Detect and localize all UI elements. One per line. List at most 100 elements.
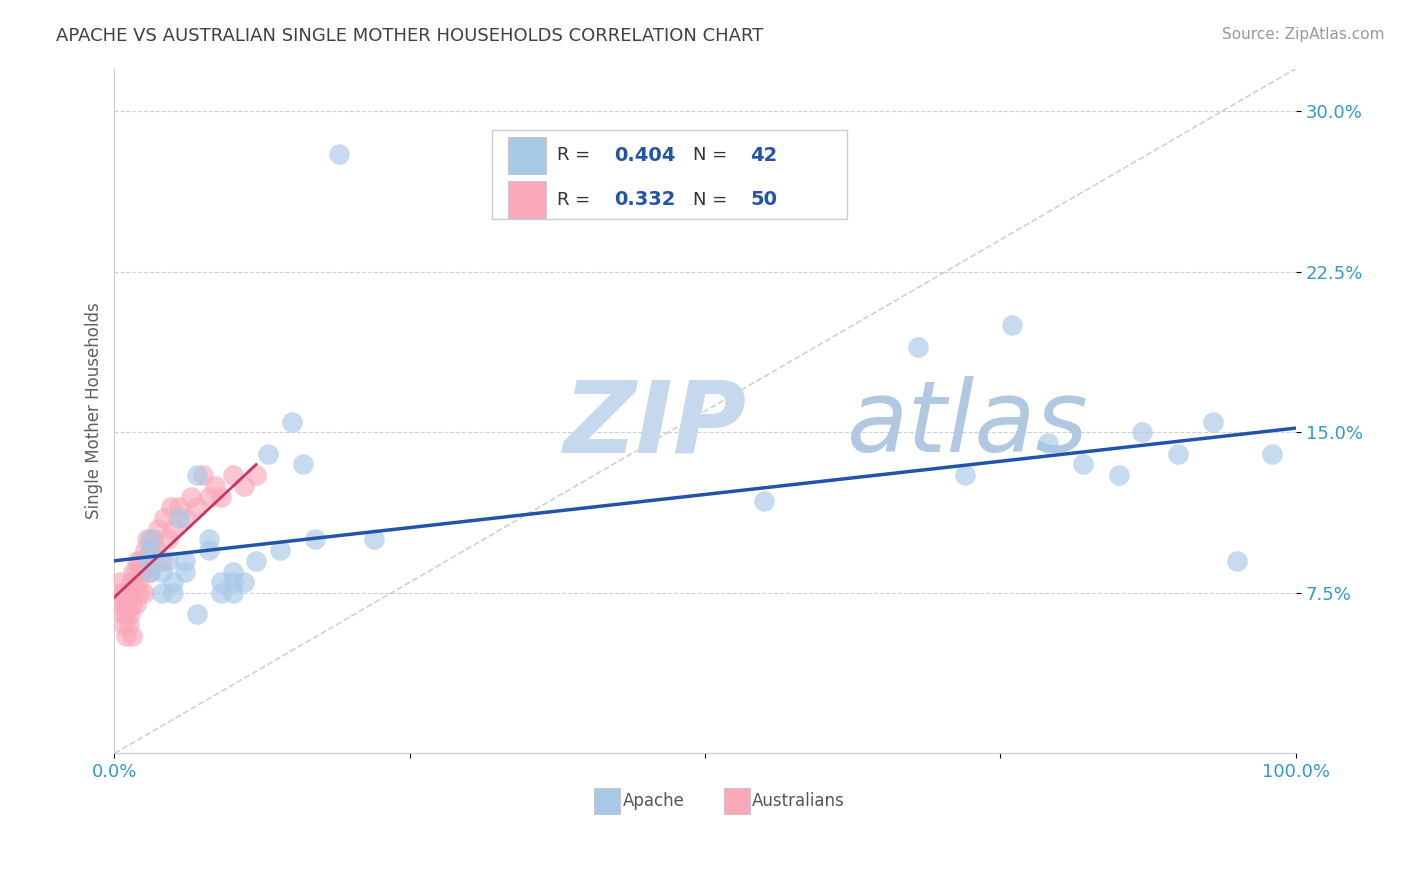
Point — [198, 543, 221, 558]
Text: R =: R = — [557, 146, 596, 164]
Point — [112, 618, 135, 632]
Point — [110, 575, 132, 590]
Point — [120, 575, 142, 590]
Point — [122, 586, 145, 600]
Point — [132, 586, 155, 600]
Point — [1167, 447, 1189, 461]
Point — [257, 447, 280, 461]
Text: 50: 50 — [749, 190, 778, 209]
Point — [221, 586, 243, 600]
Point — [1108, 468, 1130, 483]
Text: 42: 42 — [749, 145, 778, 165]
Point — [139, 554, 162, 568]
Point — [180, 490, 202, 504]
Point — [118, 586, 141, 600]
FancyBboxPatch shape — [508, 181, 546, 219]
Point — [162, 575, 184, 590]
Point — [124, 575, 146, 590]
Point — [174, 554, 197, 568]
Point — [121, 629, 143, 643]
Text: ZIP: ZIP — [564, 376, 747, 473]
Point — [174, 511, 197, 525]
Point — [111, 607, 134, 622]
Point — [186, 468, 208, 483]
Point — [139, 543, 162, 558]
Point — [125, 554, 148, 568]
Point — [139, 543, 162, 558]
FancyBboxPatch shape — [492, 130, 846, 219]
Point — [209, 586, 232, 600]
Point — [117, 618, 139, 632]
Point — [122, 565, 145, 579]
Text: Source: ZipAtlas.com: Source: ZipAtlas.com — [1222, 27, 1385, 42]
Point — [117, 597, 139, 611]
Point — [114, 586, 136, 600]
Point — [145, 543, 167, 558]
Point — [191, 468, 214, 483]
Text: atlas: atlas — [846, 376, 1088, 473]
Point — [115, 629, 138, 643]
Point — [292, 458, 315, 472]
Point — [186, 607, 208, 622]
Y-axis label: Single Mother Households: Single Mother Households — [86, 302, 103, 519]
FancyBboxPatch shape — [508, 136, 546, 174]
Text: Apache: Apache — [623, 792, 685, 810]
Point — [111, 597, 134, 611]
Point — [114, 597, 136, 611]
Point — [118, 607, 141, 622]
Point — [128, 586, 150, 600]
Text: 0.404: 0.404 — [614, 145, 675, 165]
Point — [221, 575, 243, 590]
Point — [198, 490, 221, 504]
Point — [134, 543, 156, 558]
Text: N =: N = — [693, 146, 734, 164]
Point — [142, 533, 165, 547]
Point — [233, 479, 256, 493]
Text: R =: R = — [557, 191, 596, 209]
Point — [139, 565, 162, 579]
Point — [156, 533, 179, 547]
Text: N =: N = — [693, 191, 734, 209]
Point — [110, 586, 132, 600]
Point — [221, 565, 243, 579]
Point — [129, 554, 152, 568]
Point — [304, 533, 326, 547]
Text: Australians: Australians — [752, 792, 845, 810]
Point — [160, 500, 183, 515]
Point — [198, 533, 221, 547]
Point — [150, 586, 173, 600]
Point — [1261, 447, 1284, 461]
Point — [162, 522, 184, 536]
Point — [186, 500, 208, 515]
Point — [1226, 554, 1249, 568]
Point — [269, 543, 291, 558]
Point — [754, 494, 776, 508]
Point — [1036, 436, 1059, 450]
Point — [233, 575, 256, 590]
Point — [174, 565, 197, 579]
Point — [953, 468, 976, 483]
Point — [280, 415, 302, 429]
Point — [245, 468, 267, 483]
Point — [150, 565, 173, 579]
Point — [221, 468, 243, 483]
Point — [204, 479, 226, 493]
Point — [139, 565, 162, 579]
Point — [162, 586, 184, 600]
Point — [245, 554, 267, 568]
Point — [1001, 318, 1024, 333]
Text: 0.332: 0.332 — [614, 190, 675, 209]
Point — [328, 147, 350, 161]
Point — [363, 533, 385, 547]
Point — [136, 533, 159, 547]
Point — [127, 575, 149, 590]
Point — [153, 511, 176, 525]
Point — [124, 597, 146, 611]
Point — [121, 597, 143, 611]
Point — [169, 511, 191, 525]
Text: APACHE VS AUSTRALIAN SINGLE MOTHER HOUSEHOLDS CORRELATION CHART: APACHE VS AUSTRALIAN SINGLE MOTHER HOUSE… — [56, 27, 763, 45]
Point — [146, 522, 169, 536]
Point — [209, 575, 232, 590]
Point — [150, 554, 173, 568]
Point — [209, 490, 232, 504]
